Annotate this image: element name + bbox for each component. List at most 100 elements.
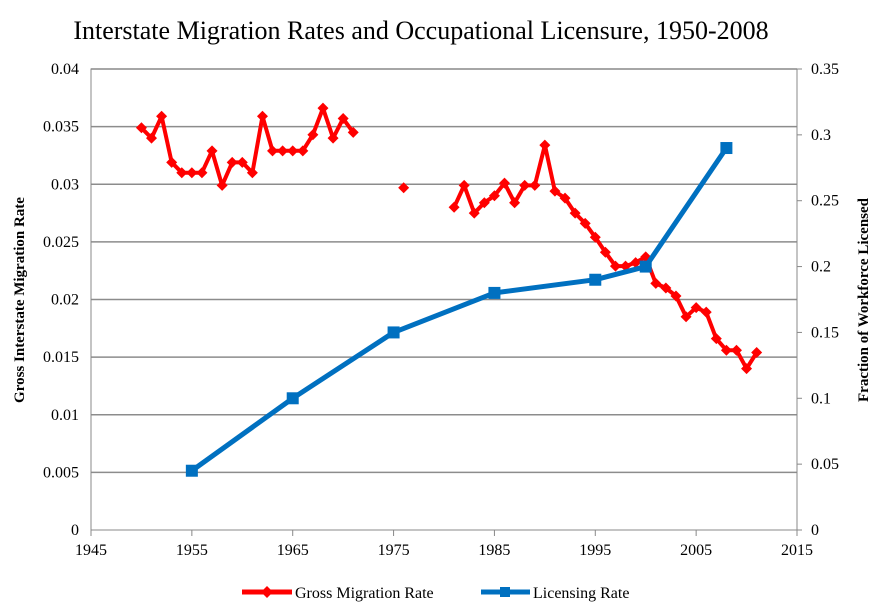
data-point-diamond	[337, 113, 349, 125]
legend: Gross Migration Rate Licensing Rate	[242, 585, 629, 602]
y-right-tick-label: 0.35	[811, 61, 839, 78]
x-tick-label: 1985	[478, 542, 510, 559]
data-point-diamond	[589, 231, 601, 243]
y-left-tick-label: 0	[71, 522, 79, 539]
chart-title: Interstate Migration Rates and Occupatio…	[73, 16, 768, 45]
data-point-diamond	[468, 207, 480, 219]
series-line-gross-migration-rate	[139, 106, 355, 188]
data-point-diamond	[226, 156, 238, 168]
data-point-square	[589, 273, 602, 286]
y-left-tick-label: 0.04	[51, 61, 79, 78]
y-right-tick-label: 0	[811, 522, 819, 539]
y-right-axis-ticks: 0 0.05 0.1 0.15 0.2 0.25 0.3 0.35	[797, 61, 839, 539]
y-left-tick-label: 0.005	[43, 464, 79, 481]
data-point-diamond	[670, 290, 682, 302]
legend-diamond-marker	[261, 586, 273, 598]
x-tick-label: 2015	[781, 542, 813, 559]
data-point-diamond	[700, 306, 712, 318]
data-point-diamond	[499, 177, 511, 189]
data-point-diamond	[599, 246, 611, 258]
data-point-diamond	[680, 311, 692, 323]
data-point-diamond	[579, 217, 591, 229]
data-point-square	[387, 326, 400, 339]
y-right-axis-label: Fraction of Workforce Licensed	[856, 197, 872, 402]
data-point-diamond	[146, 132, 158, 144]
x-tick-label: 1945	[75, 542, 107, 559]
data-point-diamond	[690, 302, 702, 314]
data-point-diamond	[186, 167, 198, 179]
legend-label-gross-migration: Gross Migration Rate	[295, 585, 434, 602]
x-tick-label: 2005	[680, 542, 712, 559]
data-point-diamond	[246, 167, 258, 179]
y-left-axis-ticks: 0 0.005 0.01 0.015 0.02 0.025 0.03 0.035 0.04	[43, 61, 79, 539]
series-licensing-rate	[185, 142, 733, 477]
data-point-diamond	[307, 129, 319, 141]
y-right-tick-label: 0.1	[811, 390, 831, 407]
series-gross-migration-rate	[135, 102, 763, 375]
data-point-diamond	[317, 102, 329, 114]
y-left-tick-label: 0.02	[51, 292, 79, 309]
data-point-diamond	[549, 185, 561, 197]
series-layer	[135, 102, 763, 477]
data-point-diamond	[488, 190, 500, 202]
data-point-diamond	[166, 156, 178, 168]
y-left-tick-label: 0.035	[43, 119, 79, 136]
data-point-diamond	[539, 139, 551, 151]
data-point-diamond	[327, 132, 339, 144]
data-point-diamond	[519, 179, 531, 191]
data-point-diamond	[287, 145, 299, 157]
y-left-tick-label: 0.015	[43, 349, 79, 366]
data-point-diamond	[156, 110, 168, 122]
data-point-diamond	[751, 347, 763, 359]
legend-label-licensing: Licensing Rate	[533, 585, 629, 602]
data-point-diamond	[297, 145, 309, 157]
x-tick-label: 1995	[579, 542, 611, 559]
data-point-diamond	[720, 344, 732, 356]
data-point-square	[286, 392, 299, 405]
data-point-diamond	[741, 363, 753, 375]
data-point-diamond	[398, 182, 410, 194]
y-right-tick-label: 0.2	[811, 259, 831, 276]
y-left-tick-label: 0.025	[43, 234, 79, 251]
data-point-diamond	[216, 179, 228, 191]
data-point-diamond	[267, 145, 279, 157]
x-tick-label: 1955	[176, 542, 208, 559]
data-point-diamond	[196, 167, 208, 179]
legend-item-licensing: Licensing Rate	[481, 585, 629, 602]
data-point-diamond	[478, 197, 490, 209]
data-point-diamond	[609, 260, 621, 272]
y-right-tick-label: 0.05	[811, 456, 839, 473]
y-left-tick-label: 0.01	[51, 407, 79, 424]
y-left-axis-label: Gross Interstate Migration Rate	[12, 197, 28, 403]
data-point-diamond	[448, 201, 460, 213]
x-axis-ticks: 1945 1955 1965 1975 1985 1995 2005 2015	[75, 530, 813, 559]
legend-item-gross-migration: Gross Migration Rate	[242, 585, 434, 602]
data-point-square	[720, 142, 733, 155]
data-point-diamond	[277, 145, 289, 157]
x-tick-label: 1975	[378, 542, 410, 559]
gridlines	[91, 68, 797, 474]
data-point-diamond	[710, 333, 722, 345]
y-left-tick-label: 0.03	[51, 176, 79, 193]
data-point-square	[488, 286, 501, 299]
x-tick-label: 1965	[277, 542, 309, 559]
data-point-diamond	[176, 167, 188, 179]
plot-area-frame	[90, 68, 798, 531]
data-point-diamond	[256, 110, 268, 122]
data-point-square	[185, 464, 198, 477]
data-point-diamond	[458, 179, 470, 191]
data-point-diamond	[569, 207, 581, 219]
data-point-diamond	[559, 192, 571, 204]
y-right-tick-label: 0.3	[811, 127, 831, 144]
data-point-diamond	[630, 257, 642, 269]
data-point-diamond	[347, 126, 359, 138]
data-point-diamond	[206, 145, 218, 157]
data-point-diamond	[730, 344, 742, 356]
data-point-diamond	[660, 282, 672, 294]
data-point-square	[639, 260, 652, 273]
data-point-diamond	[509, 197, 521, 209]
data-point-diamond	[236, 156, 248, 168]
y-right-tick-label: 0.25	[811, 193, 839, 210]
legend-square-marker	[500, 587, 510, 597]
